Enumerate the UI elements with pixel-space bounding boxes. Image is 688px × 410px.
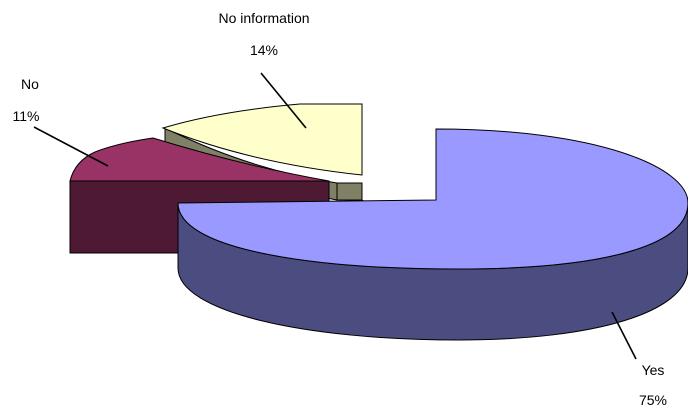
- slice-label-no: No: [21, 76, 39, 92]
- slice-value-yes: 75%: [639, 392, 667, 408]
- slice-label-yes: Yes: [642, 362, 665, 378]
- slice-label-no-information: No information: [218, 10, 309, 26]
- slice-no-information-top: [161, 103, 363, 176]
- leader-line-no: [33, 126, 109, 167]
- leader-line-no-information: [260, 72, 307, 129]
- slice-yes-top: [177, 128, 688, 270]
- slice-no-information-side-2: [336, 182, 363, 201]
- slice-no-top: [69, 137, 330, 182]
- slice-value-no: 11%: [13, 108, 40, 124]
- leader-line-yes: [611, 311, 637, 360]
- slice-yes: [177, 128, 688, 341]
- slice-value-no-information: 14%: [250, 42, 278, 58]
